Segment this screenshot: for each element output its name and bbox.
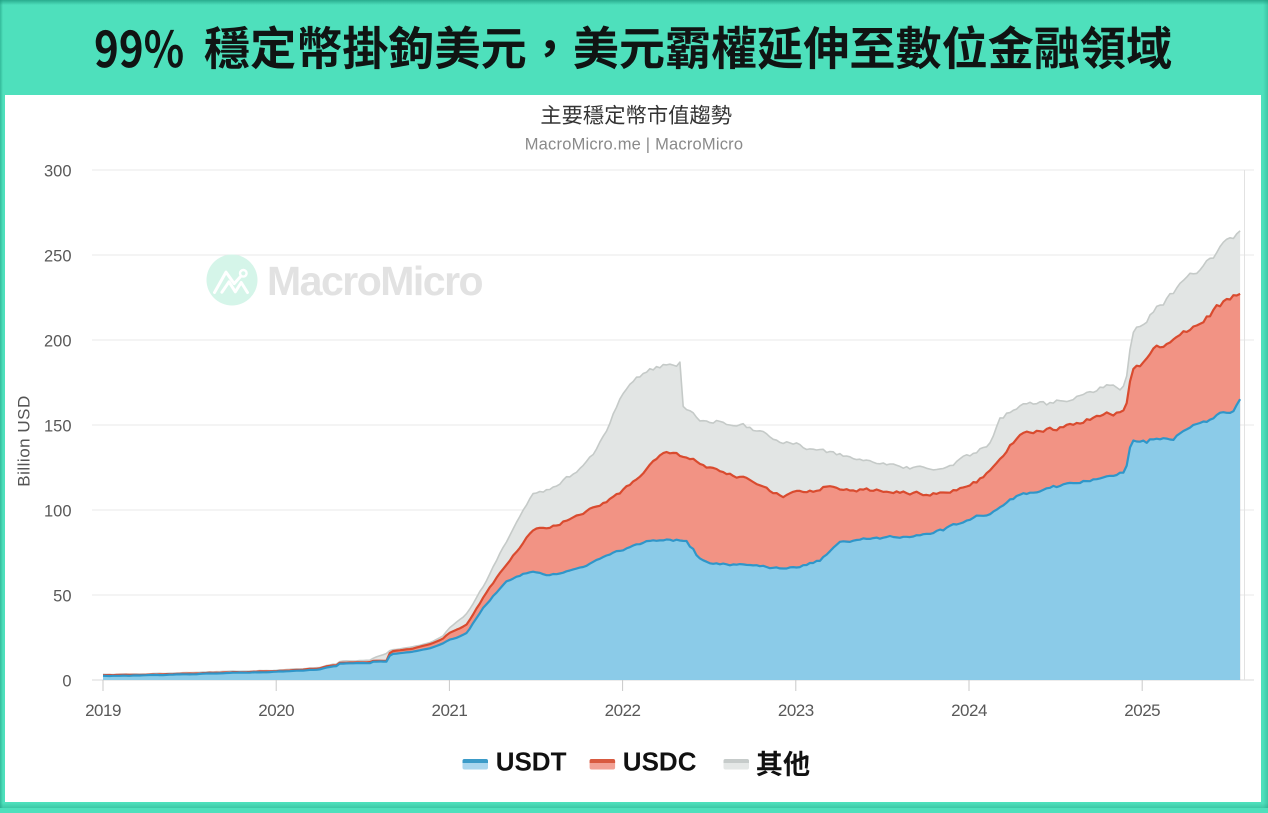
svg-text:100: 100 bbox=[44, 503, 72, 521]
svg-text:150: 150 bbox=[44, 418, 72, 436]
svg-text:MacroMicro.me | MacroMicro: MacroMicro.me | MacroMicro bbox=[525, 136, 744, 154]
svg-text:2024: 2024 bbox=[951, 701, 987, 720]
svg-text:2022: 2022 bbox=[605, 701, 641, 720]
svg-text:2021: 2021 bbox=[431, 701, 467, 720]
svg-text:250: 250 bbox=[44, 248, 72, 266]
svg-text:2023: 2023 bbox=[778, 701, 814, 720]
svg-text:300: 300 bbox=[44, 163, 72, 181]
svg-text:USDT: USDT bbox=[496, 747, 567, 777]
svg-text:MacroMicro: MacroMicro bbox=[267, 258, 483, 304]
svg-text:200: 200 bbox=[44, 333, 72, 351]
svg-text:50: 50 bbox=[53, 588, 71, 606]
svg-text:2020: 2020 bbox=[258, 701, 294, 720]
svg-text:Billion USD: Billion USD bbox=[15, 395, 34, 486]
svg-text:2019: 2019 bbox=[85, 701, 121, 720]
svg-text:0: 0 bbox=[62, 673, 71, 691]
svg-text:2025: 2025 bbox=[1124, 701, 1160, 720]
svg-text:USDC: USDC bbox=[623, 747, 697, 777]
